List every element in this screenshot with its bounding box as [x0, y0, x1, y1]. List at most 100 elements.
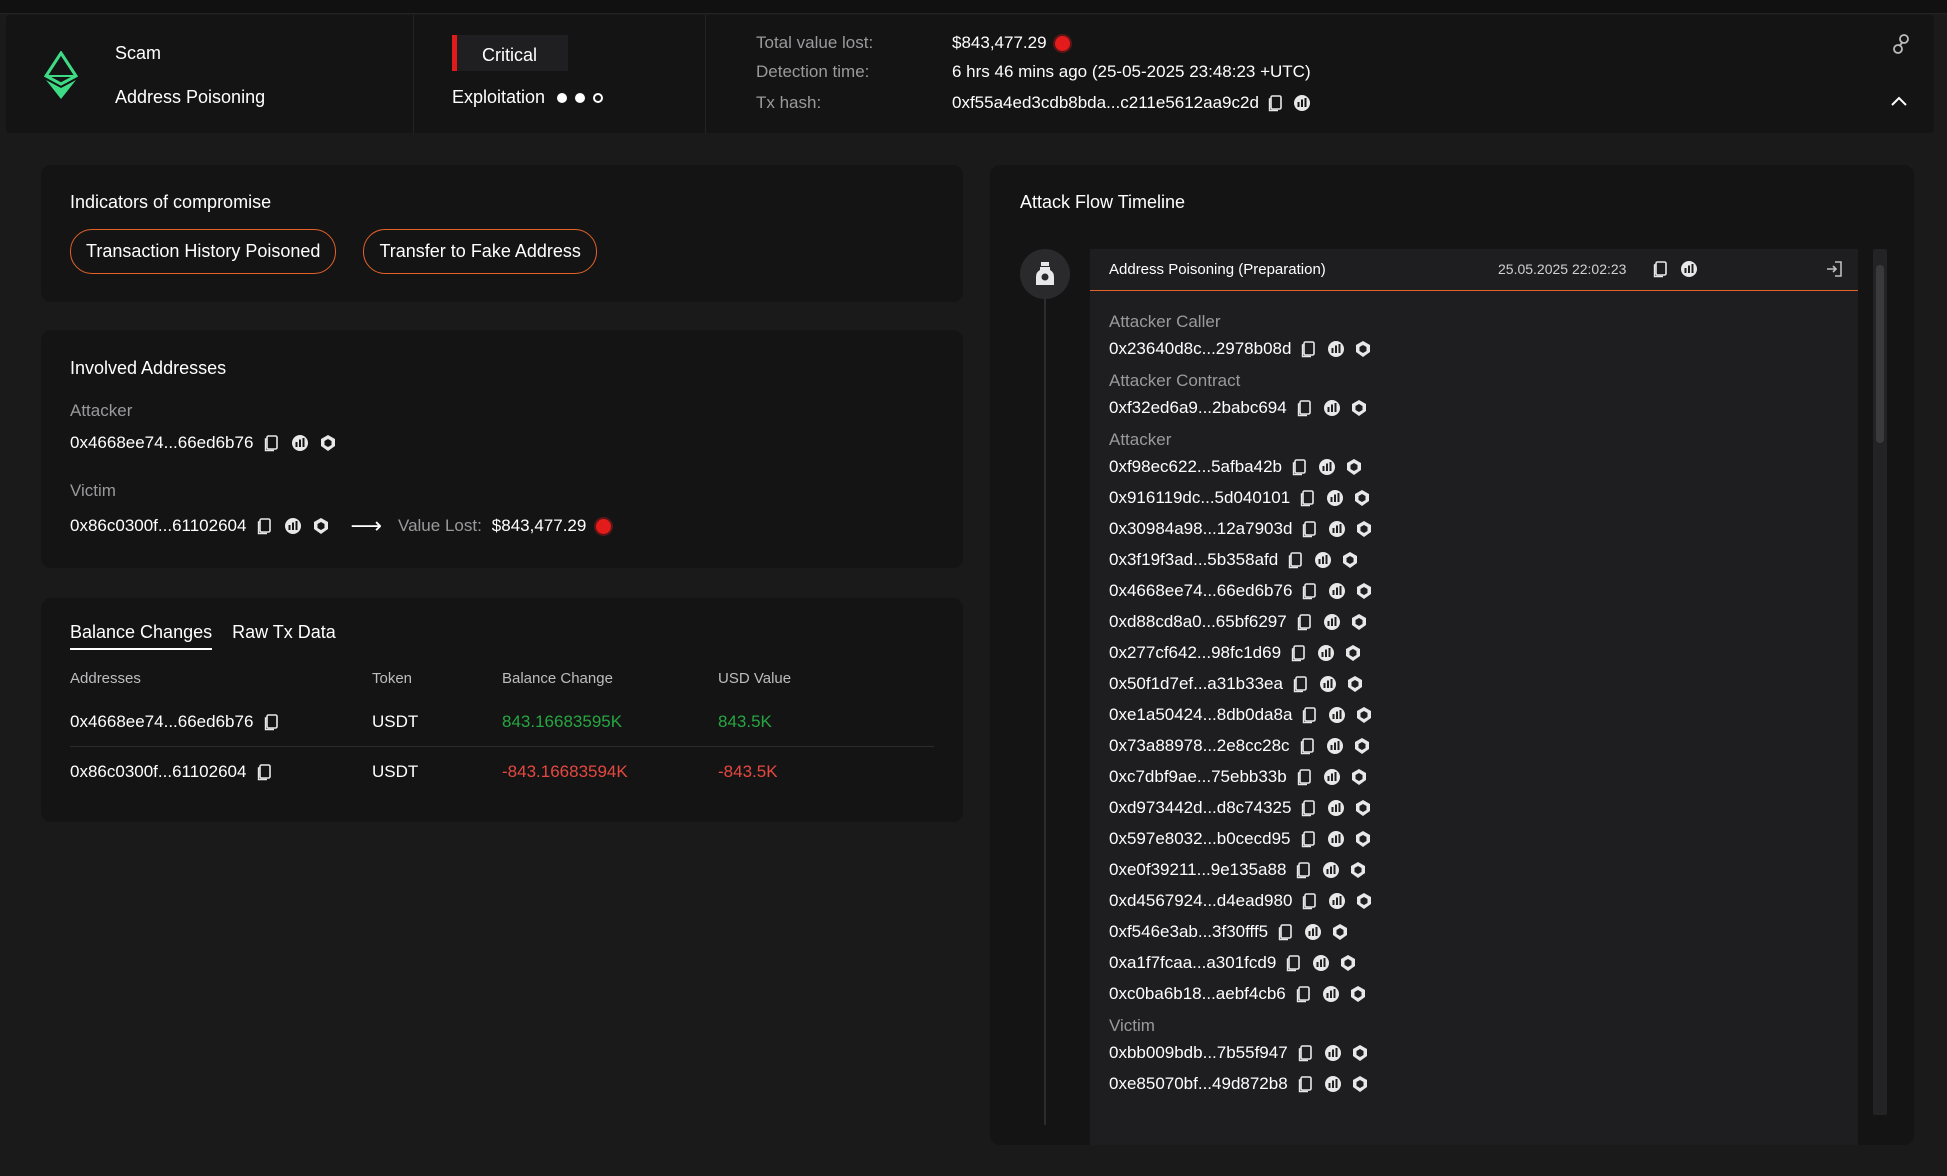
shield-icon[interactable] — [1349, 985, 1367, 1003]
address-value[interactable]: 0xe85070bf...49d872b8 — [1109, 1073, 1288, 1093]
copy-icon[interactable] — [1296, 768, 1314, 786]
address-value[interactable]: 0xc0ba6b18...aebf4cb6 — [1109, 983, 1286, 1003]
copy-icon[interactable] — [1295, 861, 1313, 879]
shield-icon[interactable] — [1331, 923, 1349, 941]
shield-icon[interactable] — [1353, 489, 1371, 507]
shield-icon[interactable] — [1355, 582, 1373, 600]
row-address[interactable]: 0x4668ee74...66ed6b76 — [70, 712, 254, 731]
shield-icon[interactable] — [1350, 399, 1368, 417]
shield-icon[interactable] — [1354, 799, 1372, 817]
copy-icon[interactable] — [1285, 954, 1303, 972]
copy-icon[interactable] — [1300, 799, 1318, 817]
address-value[interactable]: 0xf98ec622...5afba42b — [1109, 456, 1282, 476]
copy-icon[interactable] — [1296, 613, 1314, 631]
open-external-icon[interactable] — [1824, 259, 1844, 279]
copy-icon[interactable] — [1292, 675, 1310, 693]
shield-icon[interactable] — [1354, 830, 1372, 848]
address-value[interactable]: 0xc7dbf9ae...75ebb33b — [1109, 766, 1287, 786]
shield-icon[interactable] — [1351, 1075, 1369, 1093]
copy-icon[interactable] — [1296, 399, 1314, 417]
address-value[interactable]: 0x597e8032...b0cecd95 — [1109, 828, 1291, 848]
address-value[interactable]: 0x23640d8c...2978b08d — [1109, 338, 1292, 358]
shield-icon[interactable] — [1350, 613, 1368, 631]
explorer-icon[interactable] — [1680, 260, 1698, 278]
shield-icon[interactable] — [1345, 458, 1363, 476]
address-value[interactable]: 0xf546e3ab...3f30fff5 — [1109, 921, 1269, 941]
shield-icon[interactable] — [1344, 644, 1362, 662]
explorer-icon[interactable] — [1326, 489, 1344, 507]
shield-icon[interactable] — [1351, 1044, 1369, 1062]
shield-icon[interactable] — [1355, 892, 1373, 910]
explorer-icon[interactable] — [1328, 706, 1346, 724]
explorer-icon[interactable] — [1304, 923, 1322, 941]
indicator-chip[interactable]: Transaction History Poisoned — [70, 229, 337, 274]
address-value[interactable]: 0xd973442d...d8c74325 — [1109, 797, 1292, 817]
copy-icon[interactable] — [1300, 340, 1318, 358]
scrollbar-thumb[interactable] — [1876, 265, 1884, 443]
explorer-icon[interactable] — [1324, 1044, 1342, 1062]
shield-icon[interactable] — [1349, 861, 1367, 879]
explorer-icon[interactable] — [1324, 1075, 1342, 1093]
copy-icon[interactable] — [1301, 582, 1319, 600]
indicator-chip[interactable]: Transfer to Fake Address — [363, 229, 597, 274]
explorer-icon[interactable] — [1323, 768, 1341, 786]
address-value[interactable]: 0x73a88978...2e8cc28c — [1109, 735, 1290, 755]
address-value[interactable]: 0x277cf642...98fc1d69 — [1109, 642, 1282, 662]
address-value[interactable]: 0xe1a50424...8db0da8a — [1109, 704, 1293, 724]
address-value[interactable]: 0x30984a98...12a7903d — [1109, 518, 1293, 538]
address-value[interactable]: 0xbb009bdb...7b55f947 — [1109, 1042, 1288, 1062]
explorer-icon[interactable] — [1318, 458, 1336, 476]
explorer-icon[interactable] — [1323, 613, 1341, 631]
tab-raw-tx-data[interactable]: Raw Tx Data — [232, 622, 336, 642]
copy-icon[interactable] — [1277, 923, 1295, 941]
shield-icon[interactable] — [1354, 340, 1372, 358]
scrollbar[interactable] — [1873, 249, 1887, 1115]
shield-icon[interactable] — [1353, 737, 1371, 755]
shield-icon[interactable] — [1350, 768, 1368, 786]
copy-icon[interactable] — [1295, 985, 1313, 1003]
address-value[interactable]: 0xa1f7fcaa...a301fcd9 — [1109, 952, 1277, 972]
copy-icon[interactable] — [256, 763, 274, 781]
copy-icon[interactable] — [1301, 892, 1319, 910]
copy-icon[interactable] — [1291, 458, 1309, 476]
tx-hash-value[interactable]: 0xf55a4ed3cdb8bda...c211e5612aa9c2d — [952, 93, 1259, 112]
victim-address[interactable]: 0x86c0300f...61102604 — [70, 516, 247, 535]
copy-icon[interactable] — [256, 517, 274, 535]
copy-icon[interactable] — [1652, 260, 1670, 278]
address-value[interactable]: 0x916119dc...5d040101 — [1109, 487, 1291, 507]
explorer-icon[interactable] — [1327, 830, 1345, 848]
shield-icon[interactable] — [1346, 675, 1364, 693]
explorer-icon[interactable] — [1317, 644, 1335, 662]
explorer-icon[interactable] — [1327, 799, 1345, 817]
tab-balance-changes[interactable]: Balance Changes — [70, 622, 213, 650]
copy-icon[interactable] — [1301, 520, 1319, 538]
shield-icon[interactable] — [312, 517, 330, 535]
copy-icon[interactable] — [1297, 1075, 1315, 1093]
explorer-icon[interactable] — [1322, 985, 1340, 1003]
explorer-icon[interactable] — [1322, 861, 1340, 879]
copy-icon[interactable] — [263, 713, 281, 731]
address-value[interactable]: 0xd4567924...d4ead980 — [1109, 890, 1293, 910]
copy-icon[interactable] — [1297, 1044, 1315, 1062]
address-value[interactable]: 0xf32ed6a9...2babc694 — [1109, 397, 1287, 417]
attacker-address[interactable]: 0x4668ee74...66ed6b76 — [70, 433, 254, 452]
row-address[interactable]: 0x86c0300f...61102604 — [70, 761, 247, 781]
explorer-icon[interactable] — [1314, 551, 1332, 569]
address-value[interactable]: 0xe0f39211...9e135a88 — [1109, 859, 1287, 879]
copy-icon[interactable] — [1300, 830, 1318, 848]
explorer-icon[interactable] — [1323, 399, 1341, 417]
shield-icon[interactable] — [1341, 551, 1359, 569]
shield-icon[interactable] — [319, 434, 337, 452]
copy-icon[interactable] — [1299, 489, 1317, 507]
explorer-icon[interactable] — [1319, 675, 1337, 693]
copy-icon[interactable] — [1287, 551, 1305, 569]
link-icon[interactable] — [1890, 33, 1912, 55]
shield-icon[interactable] — [1355, 706, 1373, 724]
chevron-up-icon[interactable] — [1890, 95, 1908, 107]
shield-icon[interactable] — [1355, 520, 1373, 538]
address-value[interactable]: 0xd88cd8a0...65bf6297 — [1109, 611, 1287, 631]
explorer-icon[interactable] — [1328, 520, 1346, 538]
explorer-icon[interactable] — [284, 517, 302, 535]
explorer-icon[interactable] — [291, 434, 309, 452]
address-value[interactable]: 0x4668ee74...66ed6b76 — [1109, 580, 1293, 600]
